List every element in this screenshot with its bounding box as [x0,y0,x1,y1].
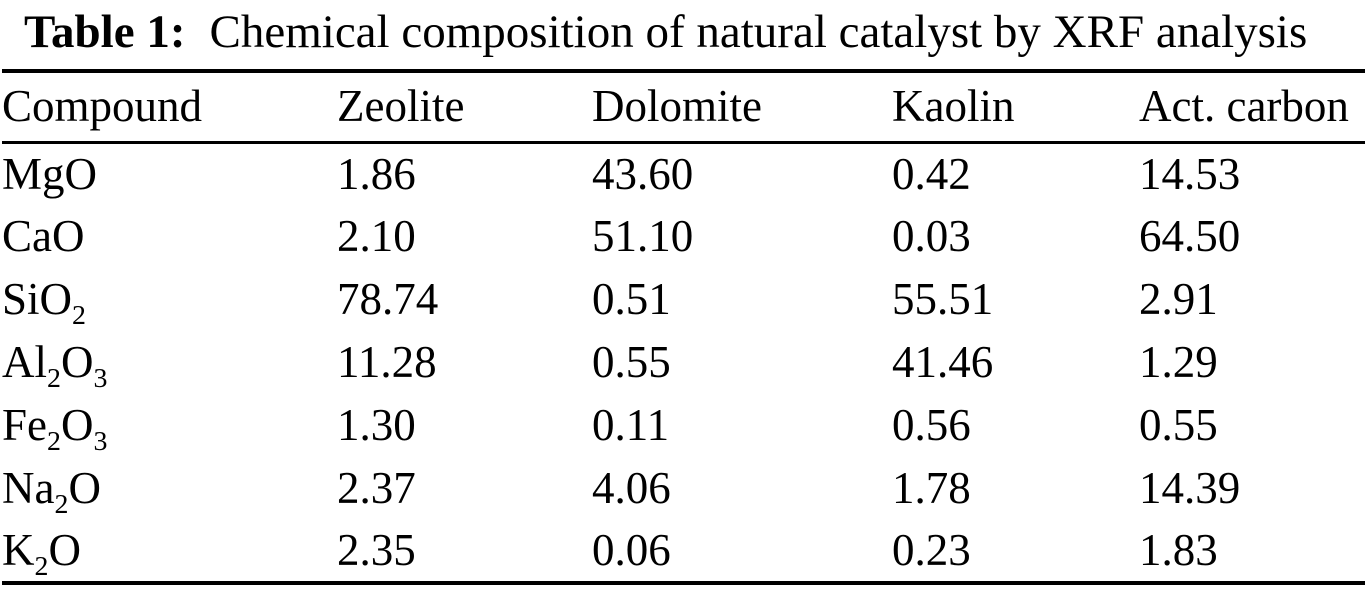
column-header-zeolite: Zeolite [337,81,465,132]
value-cell: 4.06 [592,463,671,514]
table-caption-text: Chemical composition of natural catalyst… [209,6,1308,58]
value-cell: 11.28 [337,337,437,388]
column-header-kaolin: Kaolin [892,81,1015,132]
table-row: CaO 2.10 51.10 0.03 64.50 [2,205,1365,268]
value-cell: 0.23 [892,525,971,576]
value-cell: 2.35 [337,525,416,576]
value-cell: 2.10 [337,211,416,262]
value-cell: 0.42 [892,148,971,199]
value-cell: 0.55 [592,337,671,388]
compound-cell: K2O [2,525,81,583]
value-cell: 1.86 [337,148,416,199]
value-cell: 78.74 [337,274,439,325]
value-cell: 1.29 [1139,337,1218,388]
value-cell: 0.11 [592,400,670,451]
value-cell: 0.51 [592,274,671,325]
header-row: Compound Zeolite Dolomite Kaolin Act. ca… [2,71,1365,143]
value-cell: 0.03 [892,211,971,262]
column-header-dolomite: Dolomite [592,81,762,132]
column-header-compound: Compound [2,81,203,132]
compound-cell: Na2O [2,463,101,521]
value-cell: 51.10 [592,211,694,262]
value-cell: 0.06 [592,525,671,576]
compound-cell: Fe2O3 [2,400,108,458]
compound-cell: Al2O3 [2,337,108,395]
value-cell: 0.56 [892,400,971,451]
value-cell: 0.55 [1139,400,1218,451]
table-row: K2O 2.35 0.06 0.23 1.83 [2,520,1365,583]
table-row: MgO 1.86 43.60 0.42 14.53 [2,142,1365,205]
value-cell: 1.30 [337,400,416,451]
value-cell: 55.51 [892,274,994,325]
table-row: Fe2O3 1.30 0.11 0.56 0.55 [2,394,1365,457]
column-header-act-carbon: Act. carbon [1139,81,1349,132]
value-cell: 43.60 [592,148,694,199]
table-row: SiO2 78.74 0.51 55.51 2.91 [2,268,1365,331]
compound-cell: CaO [2,211,85,262]
value-cell: 64.50 [1139,211,1241,262]
value-cell: 14.53 [1139,148,1241,199]
table-header: Compound Zeolite Dolomite Kaolin Act. ca… [2,71,1365,143]
compound-cell: MgO [2,148,98,199]
value-cell: 2.91 [1139,274,1218,325]
table-caption-label: Table 1: [24,6,186,58]
table-row: Al2O3 11.28 0.55 41.46 1.29 [2,331,1365,394]
table-row: Na2O 2.37 4.06 1.78 14.39 [2,457,1365,520]
value-cell: 1.78 [892,463,971,514]
compound-cell: SiO2 [2,274,86,332]
xrf-composition-table: Compound Zeolite Dolomite Kaolin Act. ca… [2,69,1365,586]
table-caption: Table 1: Chemical composition of natural … [0,0,1367,59]
table-body: MgO 1.86 43.60 0.42 14.53 CaO 2.10 51.10 0.03 64.… [2,142,1365,583]
value-cell: 41.46 [892,337,994,388]
value-cell: 2.37 [337,463,416,514]
value-cell: 14.39 [1139,463,1241,514]
value-cell: 1.83 [1139,525,1218,576]
